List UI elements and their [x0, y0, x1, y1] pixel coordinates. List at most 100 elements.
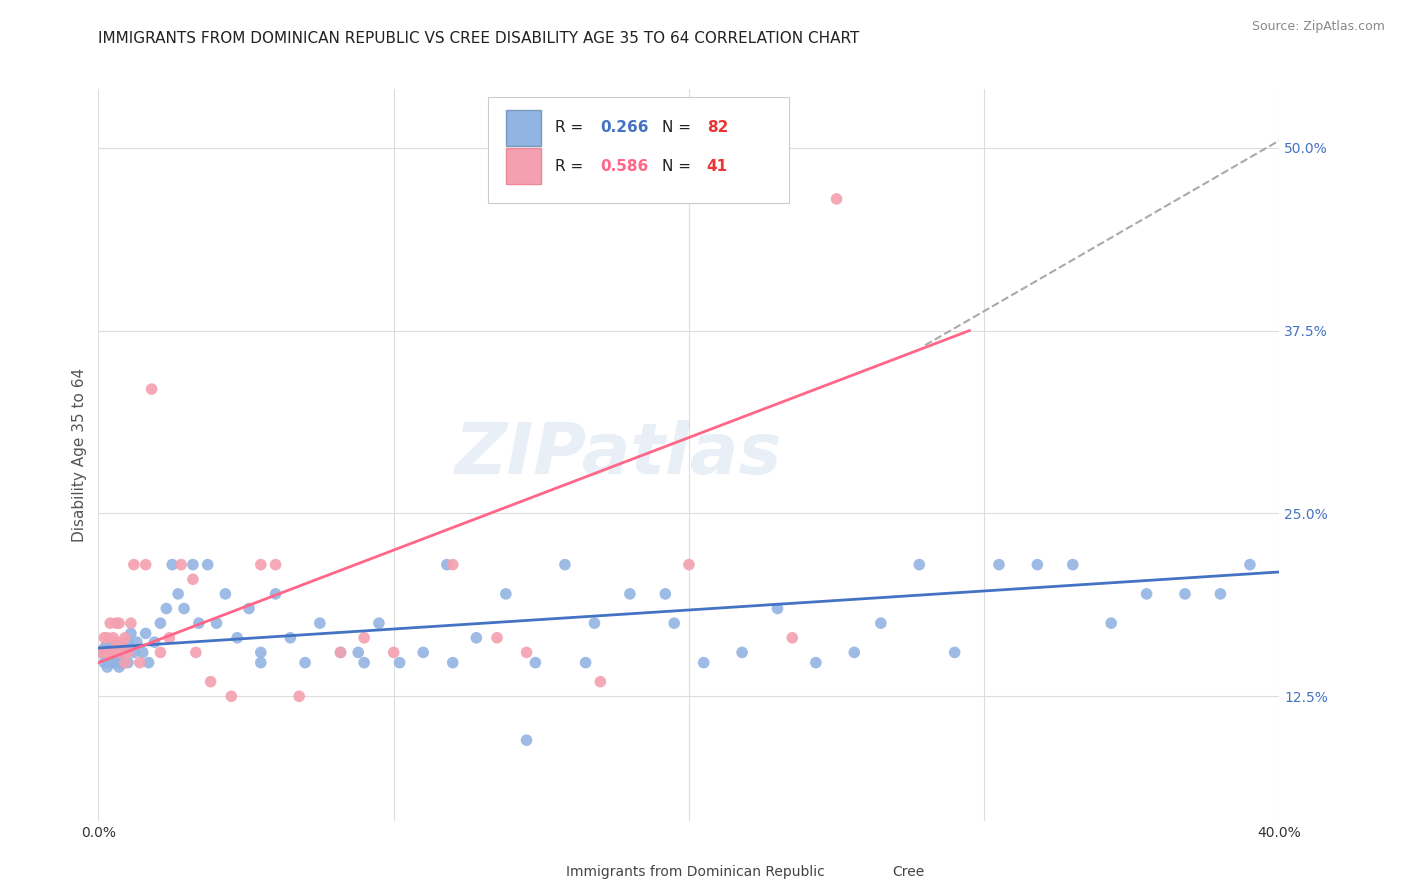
Point	[486, 631, 509, 645]
Point	[515, 733, 537, 747]
Point	[731, 645, 754, 659]
Point	[167, 587, 190, 601]
Point	[388, 656, 411, 670]
Point	[465, 631, 488, 645]
Point	[619, 587, 641, 601]
Point	[664, 616, 686, 631]
Text: R =: R =	[555, 120, 589, 136]
Text: 0.266: 0.266	[600, 120, 648, 136]
Point	[111, 645, 134, 659]
Point	[105, 656, 128, 670]
Text: Cree: Cree	[891, 865, 924, 879]
Point	[111, 656, 134, 670]
Point	[250, 645, 273, 659]
Point	[122, 558, 145, 572]
Point	[103, 649, 125, 664]
Point	[226, 631, 249, 645]
Point	[368, 616, 391, 631]
Point	[278, 631, 302, 645]
Text: 41: 41	[707, 159, 728, 174]
Text: R =: R =	[555, 159, 589, 174]
Point	[1062, 558, 1084, 572]
Point	[1026, 558, 1049, 572]
Point	[135, 626, 157, 640]
Point	[1174, 587, 1197, 601]
Point	[103, 640, 125, 655]
Point	[96, 631, 118, 645]
Point	[583, 616, 606, 631]
Point	[1135, 587, 1157, 601]
Point	[149, 616, 172, 631]
Point	[869, 616, 891, 631]
Text: IMMIGRANTS FROM DOMINICAN REPUBLIC VS CREE DISABILITY AGE 35 TO 64 CORRELATION C: IMMIGRANTS FROM DOMINICAN REPUBLIC VS CR…	[98, 31, 860, 46]
Text: 82: 82	[707, 120, 728, 136]
Point	[108, 649, 131, 664]
Point	[347, 645, 370, 659]
Point	[98, 656, 121, 670]
Point	[98, 645, 121, 659]
Point	[238, 601, 260, 615]
Point	[157, 631, 180, 645]
Point	[141, 382, 163, 396]
Point	[515, 645, 537, 659]
Point	[98, 616, 121, 631]
Point	[187, 616, 209, 631]
Point	[250, 656, 273, 670]
Point	[574, 656, 596, 670]
Point	[114, 656, 136, 670]
Point	[135, 558, 157, 572]
Point	[219, 690, 242, 704]
Point	[96, 660, 118, 674]
Point	[678, 558, 700, 572]
Bar	[506, 111, 541, 145]
Text: N =: N =	[662, 120, 696, 136]
Point	[120, 616, 142, 631]
Y-axis label: Disability Age 35 to 64: Disability Age 35 to 64	[72, 368, 87, 542]
Point	[184, 645, 207, 659]
Point	[103, 631, 125, 645]
Point	[1099, 616, 1122, 631]
Point	[98, 635, 121, 649]
Point	[554, 558, 576, 572]
Point	[288, 690, 311, 704]
Point	[908, 558, 931, 572]
Point	[125, 635, 148, 649]
Point	[181, 558, 204, 572]
Text: 0.586: 0.586	[600, 159, 648, 174]
Point	[1209, 587, 1232, 601]
Point	[294, 656, 316, 670]
Point	[844, 645, 866, 659]
Point	[825, 192, 848, 206]
Point	[122, 645, 145, 659]
Point	[105, 616, 128, 631]
Point	[93, 631, 115, 645]
Point	[654, 587, 676, 601]
Point	[103, 656, 125, 670]
Point	[90, 645, 112, 659]
Point	[589, 674, 612, 689]
Text: Source: ZipAtlas.com: Source: ZipAtlas.com	[1251, 20, 1385, 33]
Point	[436, 558, 458, 572]
Point	[173, 601, 195, 615]
Point	[441, 656, 464, 670]
Point	[382, 645, 405, 659]
Point	[111, 635, 134, 649]
Point	[441, 558, 464, 572]
Text: N =: N =	[662, 159, 696, 174]
Bar	[506, 148, 541, 184]
Point	[155, 601, 177, 615]
Point	[114, 640, 136, 655]
Point	[108, 645, 131, 659]
Point	[132, 645, 155, 659]
Point	[114, 656, 136, 670]
Point	[117, 645, 139, 659]
Point	[264, 558, 287, 572]
Point	[105, 645, 128, 659]
Point	[214, 587, 236, 601]
Point	[943, 645, 966, 659]
Point	[90, 645, 112, 659]
Point	[987, 558, 1010, 572]
Point	[766, 601, 789, 615]
Point	[149, 645, 172, 659]
Point	[205, 616, 228, 631]
